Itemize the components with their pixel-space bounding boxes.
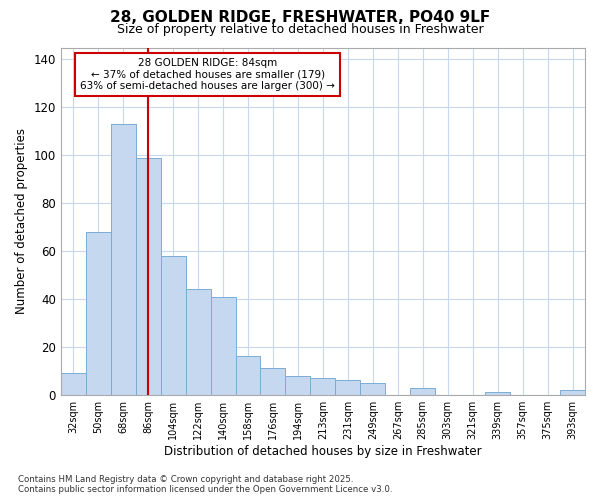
Text: 28, GOLDEN RIDGE, FRESHWATER, PO40 9LF: 28, GOLDEN RIDGE, FRESHWATER, PO40 9LF <box>110 10 490 25</box>
Bar <box>335 380 361 394</box>
Bar <box>485 392 510 394</box>
Bar <box>260 368 286 394</box>
Bar <box>560 390 585 394</box>
Text: 28 GOLDEN RIDGE: 84sqm
← 37% of detached houses are smaller (179)
63% of semi-de: 28 GOLDEN RIDGE: 84sqm ← 37% of detached… <box>80 58 335 91</box>
Text: Contains HM Land Registry data © Crown copyright and database right 2025.
Contai: Contains HM Land Registry data © Crown c… <box>18 474 392 494</box>
Bar <box>286 376 310 394</box>
Text: Size of property relative to detached houses in Freshwater: Size of property relative to detached ho… <box>116 22 484 36</box>
Bar <box>111 124 136 394</box>
Bar <box>361 382 385 394</box>
Bar <box>136 158 161 394</box>
X-axis label: Distribution of detached houses by size in Freshwater: Distribution of detached houses by size … <box>164 444 482 458</box>
Bar <box>211 296 236 394</box>
Y-axis label: Number of detached properties: Number of detached properties <box>15 128 28 314</box>
Bar <box>310 378 335 394</box>
Bar <box>61 373 86 394</box>
Bar <box>410 388 435 394</box>
Bar <box>185 290 211 395</box>
Bar <box>86 232 111 394</box>
Bar <box>161 256 185 394</box>
Bar <box>236 356 260 395</box>
